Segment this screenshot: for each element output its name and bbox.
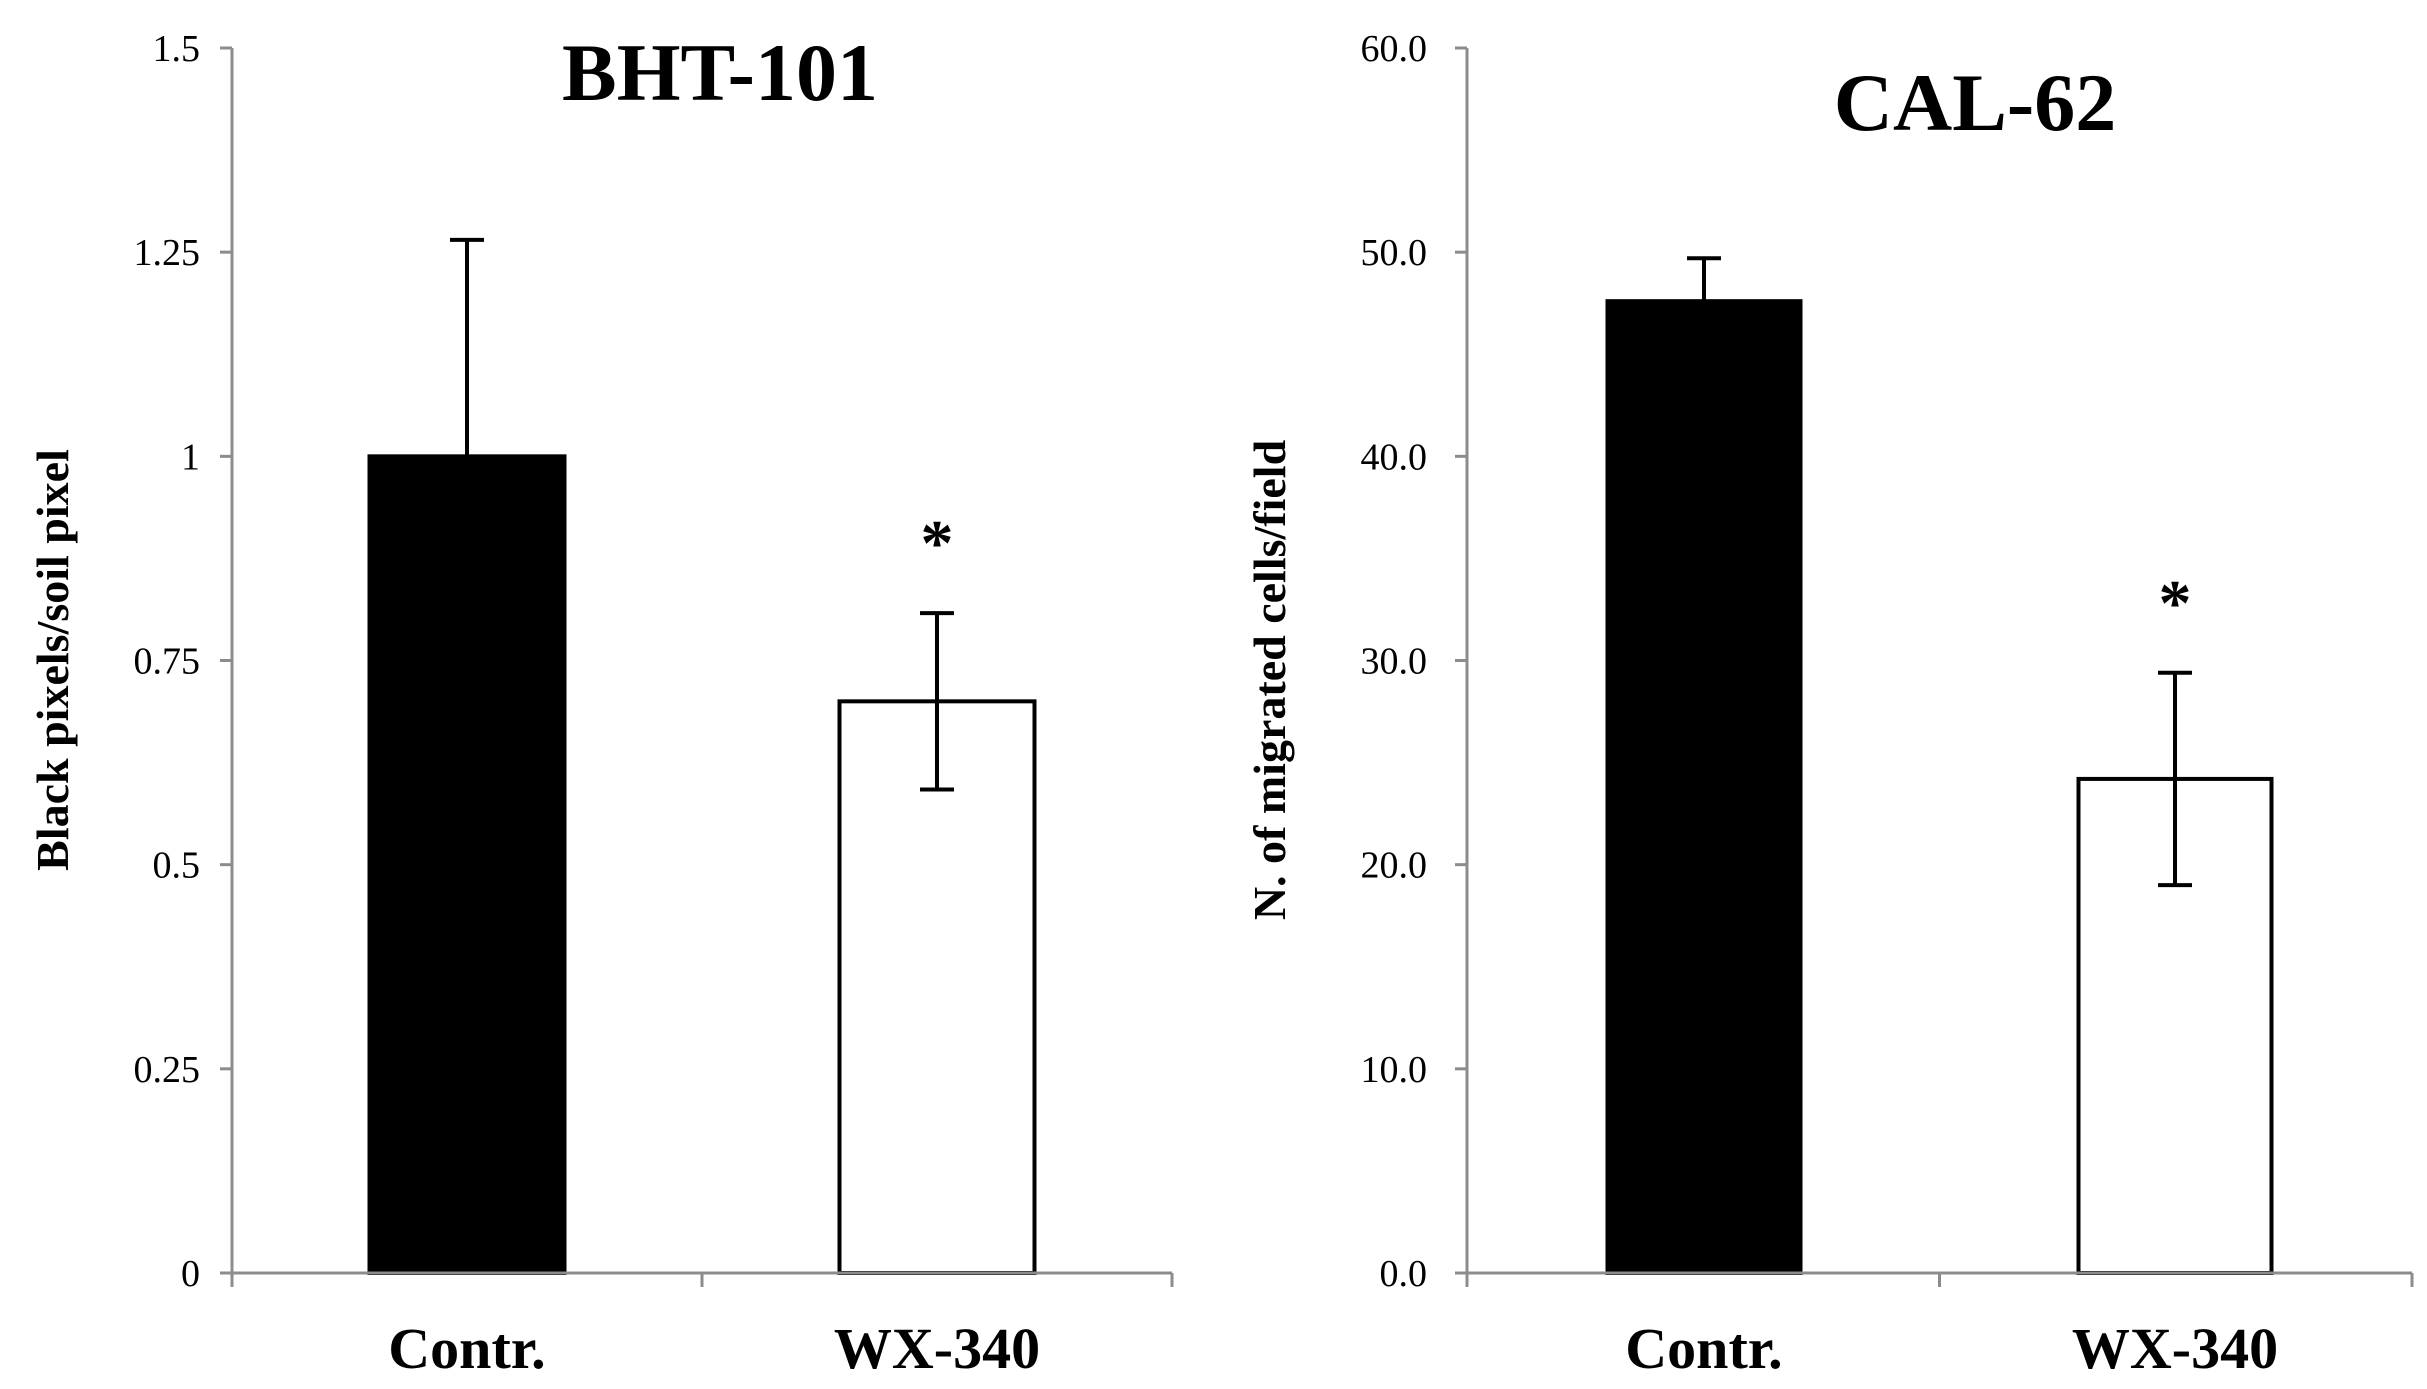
y-tick-label: 0.75: [134, 641, 201, 683]
chart-cal-62: * 0.0 10.0 20.0 30.0 40.0 50.0 60.0 Contr. WX-340…: [1244, 28, 2414, 1381]
error-bar: [450, 237, 484, 675]
y-tick-label: 40.0: [1361, 436, 1428, 478]
bar-contr: [1605, 299, 1803, 1275]
significance-asterisk: *: [2159, 567, 2192, 640]
chart-bht-101: * 0 0.25 0.5 0.75 1 1.25 1.5 Contr. WX-340 BHT-101…: [27, 27, 1174, 1381]
x-category-label: Contr.: [388, 1316, 545, 1381]
y-tick-label: 1.5: [153, 28, 201, 70]
y-tick-label: 60.0: [1361, 28, 1428, 70]
y-tick-label: 50.0: [1361, 232, 1428, 274]
y-tick-label: 1.25: [134, 232, 201, 274]
error-bar: [1687, 256, 1721, 347]
y-tick-label: 1: [181, 436, 200, 478]
significance-asterisk: *: [921, 507, 954, 580]
y-axis-title: N. of migrated cells/field: [1244, 439, 1295, 920]
y-tick-label: 0.5: [153, 845, 201, 887]
y-tick-label: 20.0: [1361, 845, 1428, 887]
y-tick-label: 0: [181, 1253, 200, 1295]
error-bar: [2158, 670, 2192, 888]
chart-title: CAL-62: [1834, 57, 2116, 148]
y-axis-title: Black pixels/soil pixel: [27, 449, 78, 871]
bar-wx-340: [837, 699, 1037, 1275]
y-tick-label: 0.0: [1380, 1253, 1428, 1295]
y-tick-label: 30.0: [1361, 641, 1428, 683]
error-bar: [920, 611, 954, 792]
chart-title: BHT-101: [562, 27, 878, 118]
y-tick-label: 0.25: [134, 1049, 201, 1091]
x-category-label: WX-340: [834, 1316, 1040, 1381]
x-category-label: Contr.: [1625, 1316, 1782, 1381]
y-tick-label: 10.0: [1361, 1049, 1428, 1091]
x-category-label: WX-340: [2072, 1316, 2278, 1381]
